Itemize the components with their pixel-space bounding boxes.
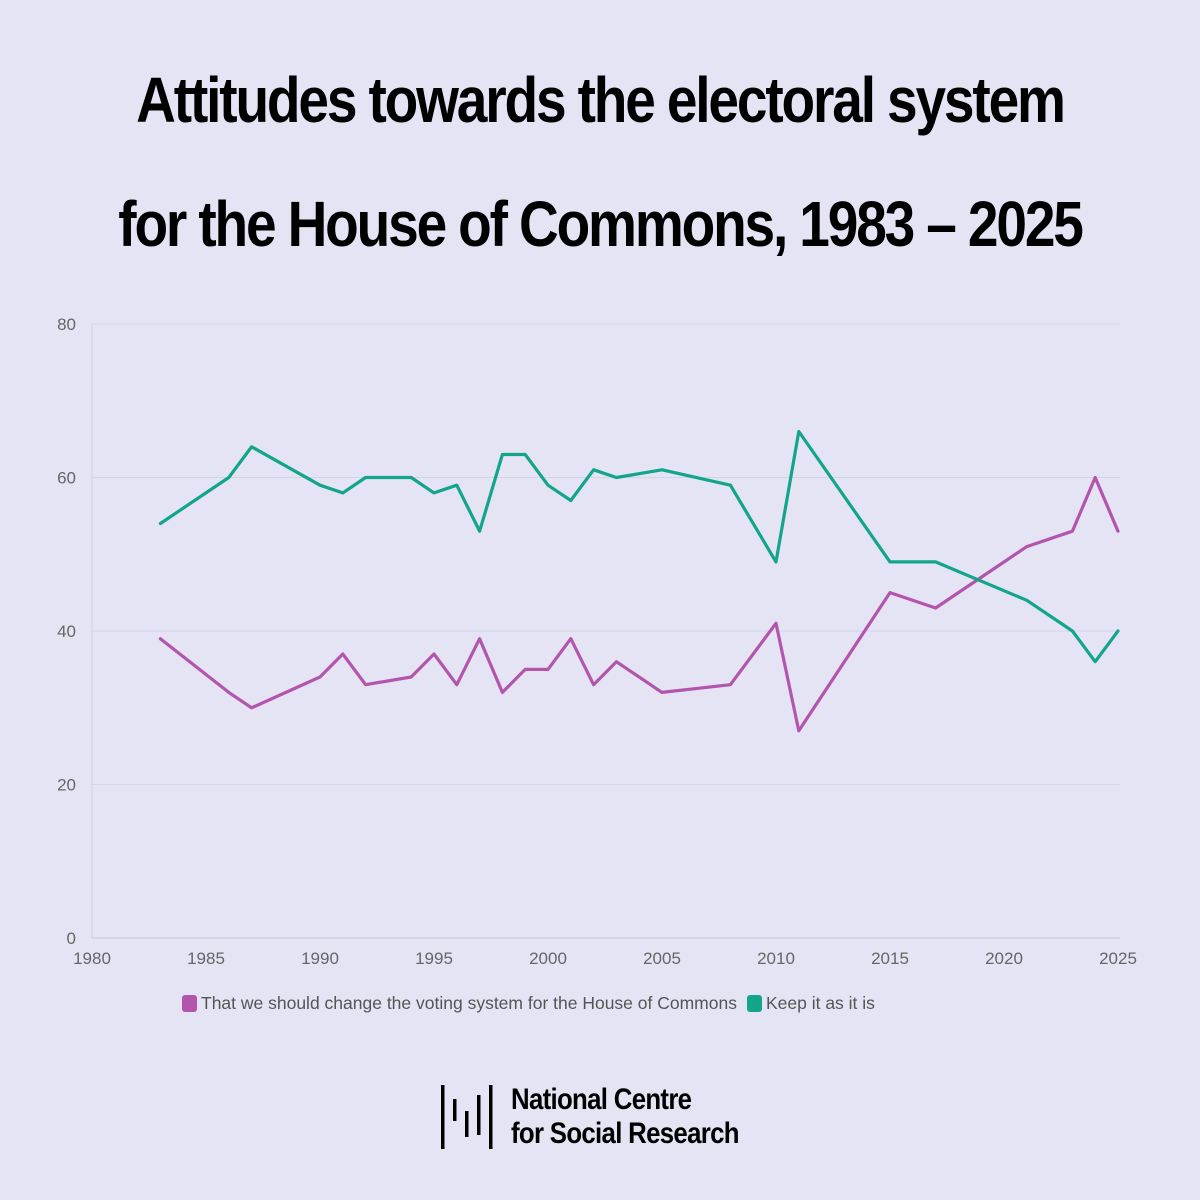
x-tick-label: 1980 bbox=[73, 949, 111, 968]
y-axis-ticks: 0 20 40 60 80 bbox=[57, 315, 76, 948]
ncsr-logo-text: National Centre for Social Research bbox=[511, 1083, 740, 1151]
y-tick-label: 0 bbox=[67, 929, 76, 948]
x-tick-label: 2005 bbox=[643, 949, 681, 968]
logo-line-2: for Social Research bbox=[511, 1117, 740, 1150]
y-tick-label: 40 bbox=[57, 622, 76, 641]
x-tick-label: 1990 bbox=[301, 949, 339, 968]
gridlines bbox=[92, 323, 1120, 785]
legend-item-keep[interactable]: Keep it as it is bbox=[746, 993, 875, 1014]
x-tick-label: 2020 bbox=[985, 949, 1023, 968]
logo-line-1: National Centre bbox=[511, 1083, 692, 1116]
x-axis-ticks: 1980 1985 1990 1995 2000 2005 2010 2015 2020 2025 bbox=[73, 949, 1137, 968]
y-tick-label: 20 bbox=[57, 776, 76, 795]
series-line-keep bbox=[158, 429, 1120, 664]
series-lines bbox=[158, 429, 1120, 733]
ncsr-logo-bars-icon bbox=[441, 1085, 493, 1149]
x-tick-label: 2000 bbox=[529, 949, 567, 968]
chart-legend: That we should change the voting system … bbox=[182, 993, 885, 1014]
legend-swatch-change bbox=[182, 995, 197, 1012]
y-tick-label: 80 bbox=[57, 315, 76, 334]
x-tick-label: 2015 bbox=[871, 949, 909, 968]
x-tick-label: 2010 bbox=[757, 949, 795, 968]
chart-title-line-2: for the House of Commons, 1983 – 2025 bbox=[118, 188, 1084, 260]
line-chart: 0 20 40 60 80 1980 1985 1990 1995 2000 2005 2010 20… bbox=[57, 315, 1137, 968]
ncsr-logo: National Centre for Social Research bbox=[441, 1083, 776, 1151]
legend-label-change: That we should change the voting system … bbox=[201, 993, 737, 1013]
series-line-change bbox=[158, 475, 1120, 733]
x-tick-label: 1985 bbox=[187, 949, 225, 968]
chart-title-line-1: Attitudes towards the electoral system bbox=[136, 64, 1066, 136]
x-tick-label: 1995 bbox=[415, 949, 453, 968]
y-tick-label: 60 bbox=[57, 469, 76, 488]
legend-swatch-keep bbox=[746, 995, 762, 1012]
chart-title: Attitudes towards the electoral system f… bbox=[84, 38, 1116, 286]
x-tick-label: 2025 bbox=[1099, 949, 1137, 968]
legend-item-change[interactable]: That we should change the voting system … bbox=[182, 993, 737, 1014]
legend-label-keep: Keep it as it is bbox=[765, 993, 875, 1013]
axes bbox=[91, 324, 1120, 939]
